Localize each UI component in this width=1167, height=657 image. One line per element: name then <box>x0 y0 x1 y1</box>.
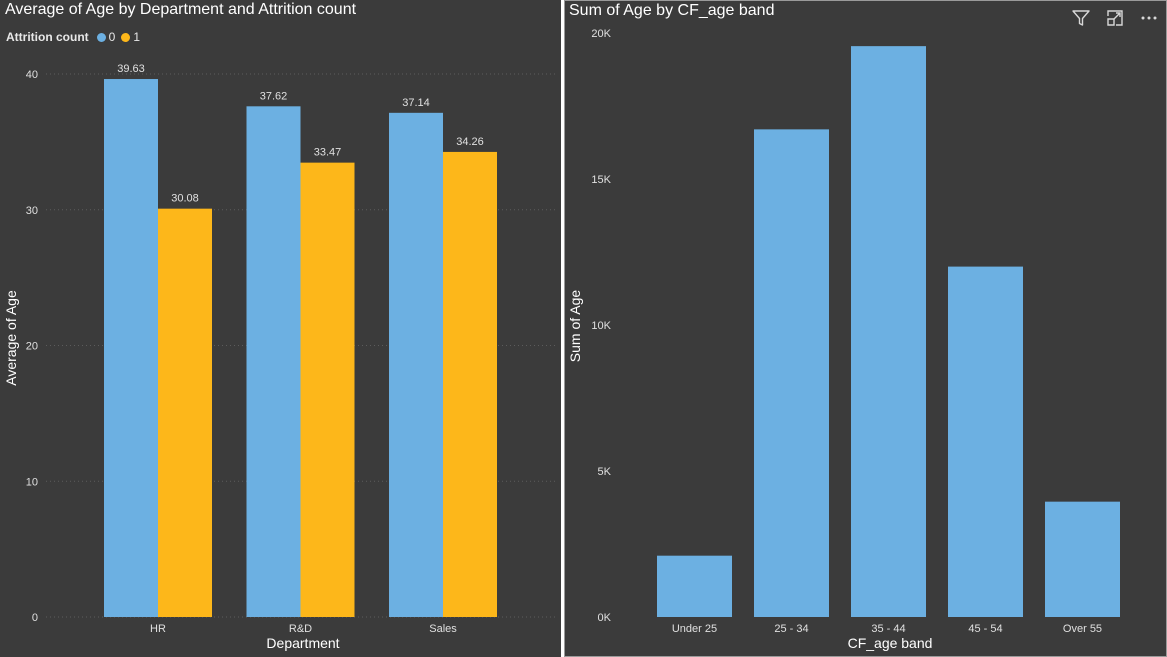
chart-panel-sum-age[interactable]: Sum of Age by CF_age band 0K 5K 10K 15K 20K U… <box>564 0 1167 657</box>
legend-entry-0[interactable]: 0 <box>96 30 116 44</box>
y-tick-label: 0 <box>32 612 38 624</box>
x-axis-label: Department <box>266 635 339 651</box>
filter-icon[interactable] <box>1070 7 1092 29</box>
visual-toolbar <box>1070 7 1160 29</box>
y-tick-label: 5K <box>598 466 612 478</box>
x-tick-label: 45 - 54 <box>968 623 1002 635</box>
chart-panel-avg-age[interactable]: Average of Age by Department and Attriti… <box>0 0 561 657</box>
bar <box>158 208 212 617</box>
bar <box>104 79 158 617</box>
x-tick-label: HR <box>150 623 166 635</box>
legend-swatch-0 <box>96 32 106 42</box>
x-tick-label: Sales <box>429 623 457 635</box>
x-axis-label: CF_age band <box>848 635 933 651</box>
y-tick-label: 10 <box>26 476 38 488</box>
y-tick-label: 40 <box>26 69 38 81</box>
bar <box>657 555 732 617</box>
data-label: 39.63 <box>117 63 145 75</box>
more-options-icon[interactable] <box>1138 7 1160 29</box>
y-tick-label: 30 <box>26 205 38 217</box>
x-tick-label: 25 - 34 <box>774 623 808 635</box>
y-axis-label: Sum of Age <box>567 290 583 363</box>
data-label: 33.47 <box>314 147 342 159</box>
bar <box>300 162 355 617</box>
y-axis-label: Average of Age <box>3 290 19 386</box>
y-tick-label: 20K <box>591 28 611 40</box>
focus-mode-icon[interactable] <box>1104 7 1126 29</box>
chart-title: Sum of Age by CF_age band <box>569 2 775 19</box>
data-label: 34.26 <box>456 136 484 148</box>
legend-title: Attrition count <box>6 30 89 44</box>
bar <box>246 106 301 617</box>
bar-chart-sum-age: 0K 5K 10K 15K 20K Under 25 25 - 34 35 - 44 45 - … <box>567 28 1120 651</box>
legend-swatch-1 <box>121 32 131 42</box>
chart-title: Average of Age by Department and Attriti… <box>5 1 357 18</box>
data-label: 37.14 <box>402 97 430 109</box>
legend-label-1: 1 <box>133 30 141 44</box>
legend-label-0: 0 <box>108 30 116 44</box>
legend: Attrition count 0 1 <box>6 30 146 44</box>
y-tick-label: 20 <box>26 341 38 353</box>
y-tick-label: 15K <box>591 174 611 186</box>
x-tick-label: Under 25 <box>672 623 717 635</box>
bar <box>851 46 926 617</box>
y-tick-label: 0K <box>598 612 612 624</box>
bar <box>754 129 829 618</box>
y-tick-label: 10K <box>591 320 611 332</box>
bar-chart-avg-age: 0 10 20 30 40 39.63 30.08 HR 37.62 33.47 R&D 37.14 3… <box>3 63 555 651</box>
bar <box>948 266 1023 617</box>
bar <box>443 151 497 617</box>
x-tick-label: Over 55 <box>1063 623 1102 635</box>
bar <box>1045 501 1120 617</box>
bar <box>389 112 443 618</box>
legend-entry-1[interactable]: 1 <box>121 30 140 44</box>
data-label: 37.62 <box>260 90 288 102</box>
x-tick-label: R&D <box>289 623 312 635</box>
x-tick-label: 35 - 44 <box>871 623 905 635</box>
data-label: 30.08 <box>171 193 199 205</box>
